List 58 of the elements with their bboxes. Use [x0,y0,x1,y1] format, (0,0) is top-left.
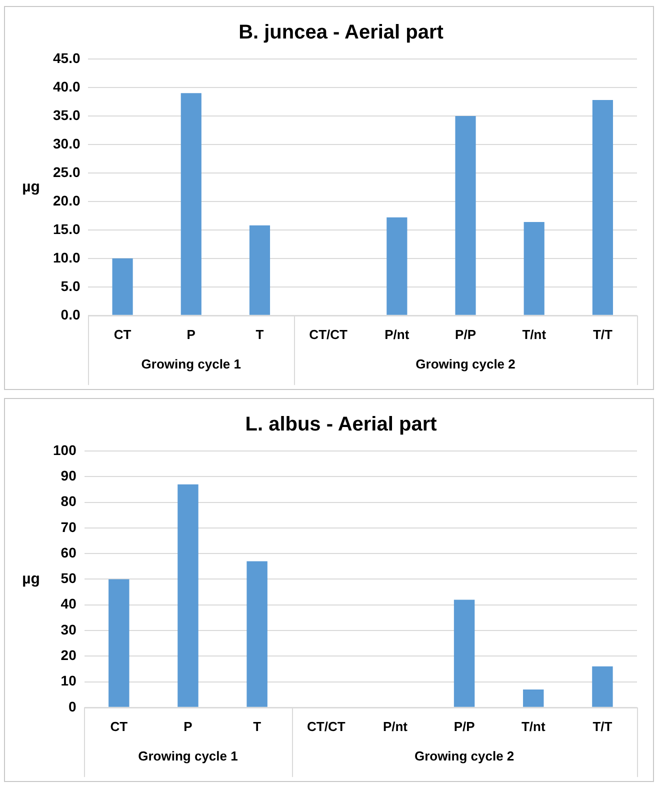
y-tick-label: 0.0 [60,306,80,322]
x-tick-label: CT/CT [309,326,348,342]
x-tick-label: P/P [454,718,476,734]
y-tick-label: 90 [60,468,77,484]
x-tick-label: T [253,718,262,734]
text: Growing cycle 2 [416,356,516,372]
y-tick-label: 80 [60,493,77,510]
y-tick-label: 45.0 [53,50,80,66]
y-tick-label: 0 [68,698,77,714]
text: Growing cycle 2 [414,748,514,764]
y-tick-label: 10.0 [53,249,80,266]
y-tick-label: 100 [53,442,77,458]
bar [180,93,202,315]
bar [108,579,130,707]
y-tick-label: 10 [60,672,77,689]
y-tick-label: 50 [60,570,77,586]
text: Growing cycle 1 [141,356,241,372]
y-tick-label: 25.0 [53,164,80,180]
y-tick-label: 30.0 [53,135,80,152]
x-tick-label: CT/CT [307,718,346,734]
x-tick-label: CT [114,326,132,342]
chart-title: B. juncea - Aerial part [238,22,444,44]
x-tick-label: T/T [592,326,613,342]
bar [112,258,133,315]
y-tick-label: 20.0 [53,192,80,208]
bar [178,484,198,707]
x-tick-label: P/P [455,326,476,342]
y-axis-title: µg [22,570,40,588]
y-tick-label: 30 [60,621,77,638]
x-tick-label: T/nt [521,718,546,734]
x-tick-label: T/nt [522,326,547,342]
x-tick-label: P [184,718,193,734]
y-tick-label: 20 [60,646,77,663]
x-tick-label: P [186,326,196,342]
x-tick-label: CT [110,718,128,734]
bar [455,116,476,315]
y-tick-label: 60 [60,544,77,560]
bar [523,689,544,707]
y-axis-title: µg [22,178,40,196]
bar [454,600,475,707]
bar [386,217,408,315]
x-tick-label: P/nt [382,718,408,734]
bar [592,100,613,315]
y-tick-label: 40 [60,596,77,612]
bar [592,666,613,707]
bar [246,561,268,707]
x-tick-label: T/T [592,718,612,734]
y-tick-label: 35.0 [53,106,80,123]
text: Growing cycle 1 [138,748,238,764]
bar [524,222,544,315]
x-tick-label: P/nt [384,326,410,342]
bar [249,225,270,315]
y-tick-label: 5.0 [60,278,80,294]
y-tick-label: 70 [60,518,77,535]
chart-title: L. albus - Aerial part [245,414,438,436]
x-tick-label: T [256,326,264,342]
y-tick-label: 40.0 [53,78,80,94]
y-tick-label: 15.0 [53,220,80,237]
